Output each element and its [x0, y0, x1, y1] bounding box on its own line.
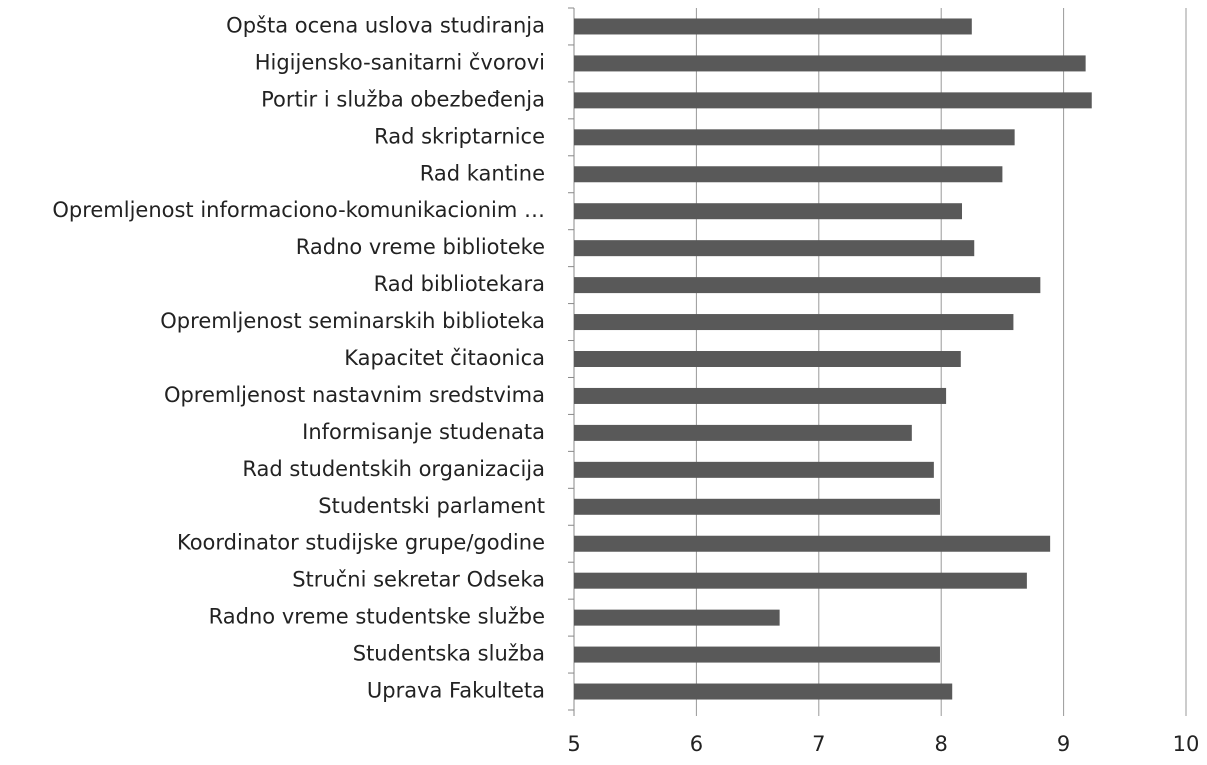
bar: [574, 683, 953, 700]
bar: [574, 461, 934, 478]
x-tick-label: 9: [1057, 732, 1070, 756]
bar: [574, 240, 975, 257]
y-tick-label: Koordinator studijske grupe/godine: [177, 531, 545, 555]
y-tick-label: Radno vreme studentske službe: [209, 605, 545, 629]
bar: [574, 55, 1086, 72]
x-tick-label: 6: [690, 732, 703, 756]
bar: [574, 535, 1051, 552]
bar: [574, 18, 972, 35]
bar: [574, 314, 1014, 331]
bar: [574, 166, 1003, 183]
x-tick-label: 7: [812, 732, 825, 756]
bar: [574, 92, 1092, 109]
bar: [574, 277, 1041, 294]
y-tick-label: Rad skriptarnice: [374, 124, 545, 148]
bar: [574, 646, 940, 663]
y-tick-label: Radno vreme biblioteke: [296, 235, 545, 259]
y-tick-label: Kapacitet čitaonica: [344, 346, 545, 370]
y-tick-label: Opšta ocena uslova studiranja: [226, 13, 545, 37]
y-tick-label: Studentski parlament: [318, 494, 545, 518]
y-tick-label: Rad kantine: [420, 161, 545, 185]
x-tick-label: 8: [935, 732, 948, 756]
bar: [574, 351, 961, 367]
y-tick-label: Portir i služba obezbeđenja: [261, 87, 545, 111]
x-tick-label: 10: [1173, 732, 1200, 756]
bar: [574, 498, 940, 515]
y-tick-label: Stručni sekretar Odseka: [292, 568, 545, 592]
bar: [574, 387, 947, 404]
y-tick-label: Opremljenost seminarskih biblioteka: [160, 309, 545, 333]
y-tick-label: Uprava Fakulteta: [367, 679, 545, 703]
y-tick-label: Studentska služba: [353, 642, 545, 666]
bar: [574, 609, 780, 626]
x-tick-label: 5: [567, 732, 580, 756]
bar: [574, 572, 1027, 589]
y-tick-label: Informisanje studenata: [302, 420, 545, 444]
y-tick-label: Opremljenost informaciono-komunikacionim…: [52, 198, 545, 222]
bar: [574, 203, 963, 220]
bar: [574, 129, 1015, 146]
y-tick-label: Opremljenost nastavnim sredstvima: [164, 383, 545, 407]
bar: [574, 424, 912, 441]
y-tick-label: Rad studentskih organizacija: [242, 457, 545, 481]
y-tick-label: Higijensko-sanitarni čvorovi: [255, 50, 545, 74]
y-tick-label: Rad bibliotekara: [374, 272, 545, 296]
